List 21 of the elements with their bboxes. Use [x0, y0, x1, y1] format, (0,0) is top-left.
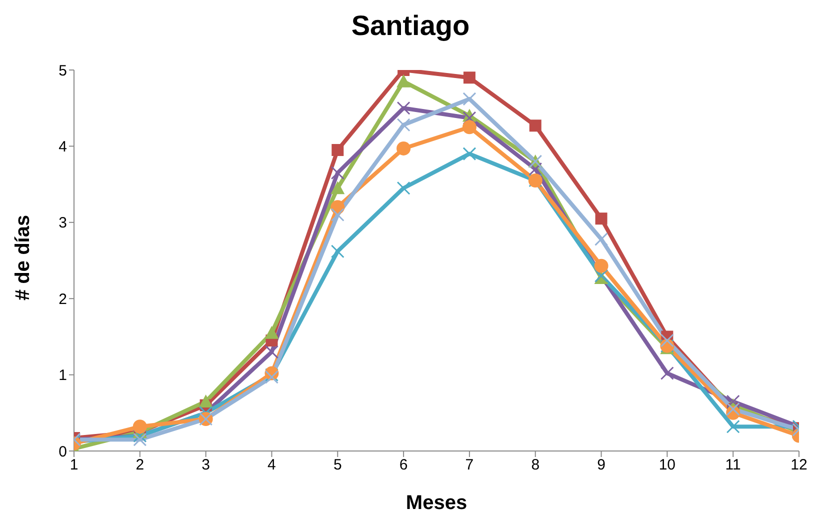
y-tick-label: 2: [58, 290, 67, 308]
x-axis-title: Meses: [406, 492, 468, 514]
x-tick-label: 9: [597, 456, 606, 474]
y-tick-label: 5: [58, 62, 67, 80]
x-tick-label: 4: [268, 456, 276, 474]
x-tick-label: 8: [531, 456, 540, 474]
y-tick-label: 0: [58, 443, 67, 460]
x-tick-label: 2: [136, 456, 144, 474]
x-tick-label: 5: [333, 456, 342, 474]
y-axis-title: # de días: [12, 214, 34, 300]
x-tick-label: 10: [658, 456, 676, 474]
x-tick-label: 3: [202, 456, 210, 474]
y-tick-label: 1: [58, 367, 67, 384]
y-tick-label: 3: [58, 214, 67, 232]
x-tick-label: 6: [399, 456, 408, 474]
chart-title: Santiago: [350, 10, 471, 42]
x-tick-label: 12: [790, 456, 808, 474]
x-tick-label: 11: [725, 456, 741, 474]
x-tick-label: 1: [70, 456, 78, 474]
y-tick-label: 4: [58, 138, 67, 156]
x-tick-label: 7: [465, 456, 474, 474]
